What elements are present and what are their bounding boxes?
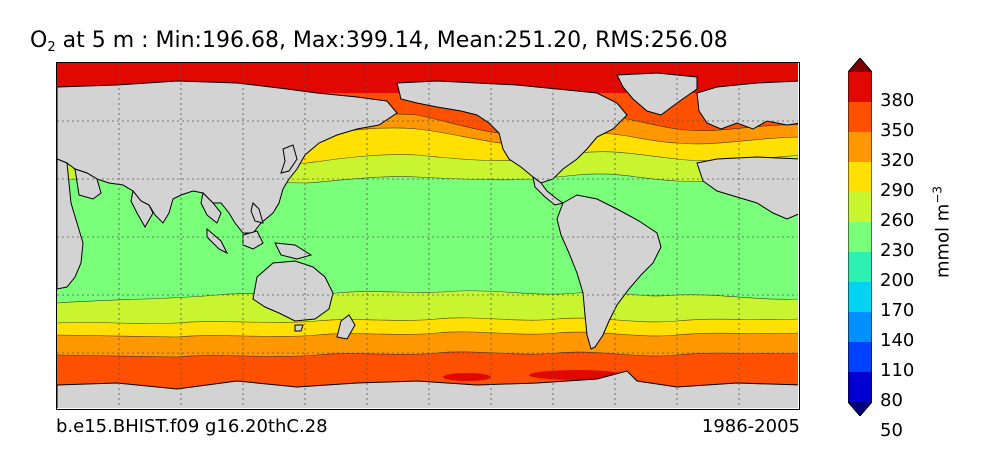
map-title: O2 at 5 m : Min:196.68, Max:399.14, Mean… (30, 28, 728, 55)
colorbar-bin (848, 312, 872, 343)
land-philippines (250, 202, 264, 224)
colorbar (848, 58, 872, 416)
colorbar-tick-label: 50 (880, 420, 903, 441)
colorbar-bin (848, 162, 872, 193)
title-text: at 5 m : Min:196.68, Max:399.14, Mean:25… (55, 28, 728, 53)
land-eurasia-africa (57, 80, 398, 234)
colorbar-max-extend (848, 58, 872, 72)
colorbar-bin (848, 342, 872, 373)
year-range-label: 1986-2005 (701, 416, 800, 437)
title-subscript: 2 (47, 40, 56, 55)
colorbar-min-extend (848, 402, 872, 416)
land-australia (252, 260, 334, 322)
colorbar-bin (848, 72, 872, 103)
land-south-america (556, 194, 662, 350)
colorbar-tick-label: 230 (880, 240, 915, 261)
colorbar-tick-label: 170 (880, 300, 915, 321)
colorbar-tick-label: 290 (880, 180, 915, 201)
land-masses (57, 72, 798, 408)
colorbar-bin (848, 372, 872, 403)
colorbar-bin (848, 132, 872, 163)
graticule (57, 63, 798, 408)
unit-exponent: −3 (930, 185, 945, 204)
colorbar-tick-label: 200 (880, 270, 915, 291)
colorbar-unit-label: mmol m−3 (931, 186, 954, 278)
land-japan (280, 144, 298, 174)
title-variable: O (30, 28, 48, 53)
land-tasmania (294, 324, 304, 332)
colorbar-bin (848, 192, 872, 223)
land-europe-north (696, 80, 798, 130)
land-new-guinea (274, 242, 313, 260)
land-africa-south (57, 158, 84, 290)
colorbar-tick-label: 380 (880, 90, 915, 111)
unit-base: mmol m (932, 203, 954, 279)
land-southeast-asia (200, 191, 222, 224)
land-new-zealand (336, 314, 356, 340)
colorbar-tick-label: 80 (880, 390, 903, 411)
colorbar-bin (848, 252, 872, 283)
colorbar-bin (848, 222, 872, 253)
patch-high-oxygen-ross (443, 373, 491, 381)
colorbar-bin (848, 282, 872, 313)
map-panel (56, 62, 800, 410)
land-antarctica (57, 370, 798, 408)
colorbar-tick-label: 320 (880, 150, 915, 171)
land-arabian-peninsula (74, 168, 102, 200)
ocean-oxygen-map (57, 63, 798, 408)
colorbar-tick-label: 260 (880, 210, 915, 231)
land-india (130, 189, 154, 229)
colorbar-tick-label: 140 (880, 330, 915, 351)
colorbar-tick-label: 350 (880, 120, 915, 141)
band-south-320 (57, 331, 798, 357)
colorbar-bin (848, 102, 872, 133)
land-sumatra (206, 227, 229, 255)
band-south-290 (57, 317, 798, 337)
case-name-label: b.e15.BHIST.f09 g16.20thC.28 (56, 416, 328, 437)
colorbar-tick-label: 110 (880, 360, 915, 381)
land-africa-west (696, 156, 798, 220)
